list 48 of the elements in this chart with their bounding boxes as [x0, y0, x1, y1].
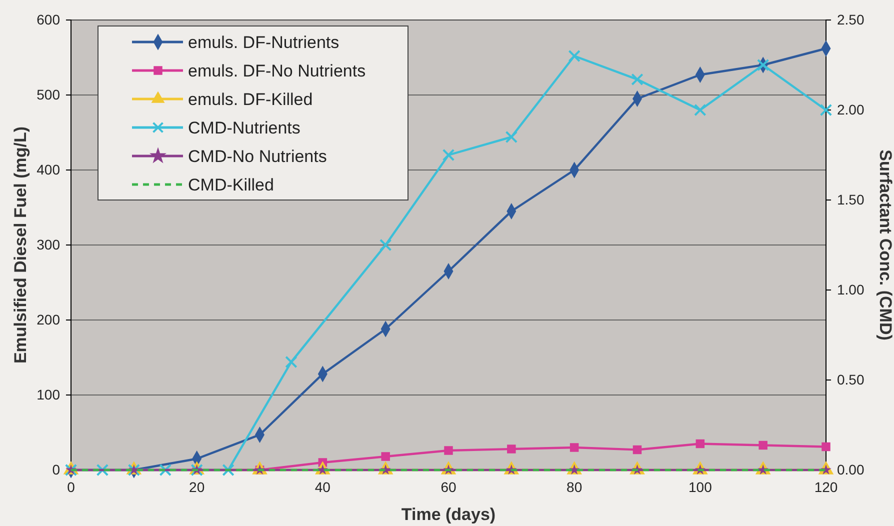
y2-tick-label: 1.00	[837, 281, 864, 298]
x-tick-label: 120	[814, 478, 838, 495]
y-axis-title: Emulsified Diesel Fuel (mg/L)	[11, 126, 30, 364]
point	[159, 464, 172, 476]
legend-label: CMD-Killed	[188, 176, 274, 194]
x-tick-label: 100	[688, 478, 712, 495]
y-tick-label: 100	[36, 386, 60, 402]
y-tick-label: 400	[36, 161, 60, 178]
point	[820, 104, 832, 116]
x-tick-label: 60	[440, 478, 456, 495]
x-tick-label: 0	[67, 478, 76, 495]
point	[444, 446, 453, 455]
y-tick-label: 500	[36, 86, 60, 102]
legend-label: emuls. DF-Nutrients	[188, 33, 340, 52]
point	[632, 445, 642, 454]
point	[507, 444, 516, 454]
point	[222, 464, 234, 476]
point	[285, 356, 298, 368]
point	[505, 130, 518, 144]
y-tick-label: 0	[52, 461, 60, 478]
point	[570, 443, 579, 452]
point	[381, 452, 390, 461]
y2-axis-title: Surfactant Conc. (CMD)	[876, 150, 894, 340]
point	[96, 464, 109, 476]
y2-tick-label: 0.50	[837, 371, 864, 388]
legend-label: CMD-Nutrients	[188, 118, 300, 138]
point	[758, 440, 768, 450]
point	[696, 439, 705, 448]
y2-tick-label: 2.00	[837, 101, 864, 118]
y-tick-label: 300	[36, 236, 60, 252]
y-tick-label: 600	[36, 11, 60, 28]
legend-label: CMD-No Nutrients	[188, 147, 327, 166]
legend-label: emuls. DF-No Nutrients	[188, 62, 366, 80]
y2-tick-label: 2.50	[837, 11, 864, 28]
y-tick-label: 200	[36, 311, 60, 328]
point	[379, 238, 392, 252]
y2-tick-label: 0.00	[837, 461, 864, 478]
legend-label: emuls. DF-Killed	[188, 90, 313, 109]
point	[631, 73, 644, 86]
point	[694, 104, 706, 116]
x-tick-label: 40	[314, 478, 331, 495]
point	[822, 442, 830, 452]
x-tick-label: 20	[189, 478, 205, 495]
x-tick-label: 80	[566, 478, 582, 495]
x-axis-title: Time (days)	[401, 505, 496, 524]
point	[442, 148, 455, 162]
point	[568, 50, 580, 62]
y2-tick-label: 1.50	[837, 191, 864, 208]
